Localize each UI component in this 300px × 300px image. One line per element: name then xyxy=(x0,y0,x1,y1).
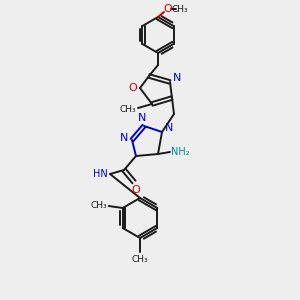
Text: N: N xyxy=(138,113,146,123)
Text: HN: HN xyxy=(93,169,107,179)
Text: CH₃: CH₃ xyxy=(132,256,148,265)
Text: O: O xyxy=(132,185,140,195)
Text: NH₂: NH₂ xyxy=(171,147,189,157)
Text: CH₃: CH₃ xyxy=(120,104,136,113)
Text: O: O xyxy=(164,4,172,14)
Text: CH₃: CH₃ xyxy=(90,200,107,209)
Text: CH₃: CH₃ xyxy=(172,4,188,14)
Text: N: N xyxy=(120,133,128,143)
Text: N: N xyxy=(173,73,181,83)
Text: O: O xyxy=(129,83,137,93)
Text: N: N xyxy=(165,123,173,133)
